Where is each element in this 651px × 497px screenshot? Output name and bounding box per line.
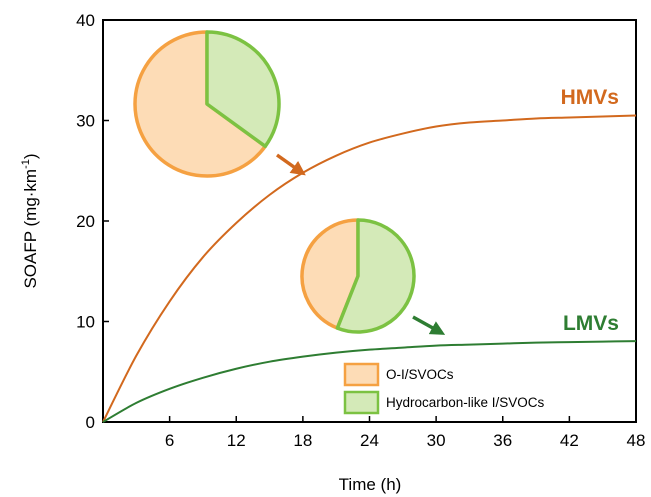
- x-axis: 6 12 18 24 30 36 42 48: [165, 416, 646, 450]
- y-tick-label: 30: [76, 112, 95, 131]
- legend: O-I/SVOCs Hydrocarbon-like I/SVOCs: [343, 362, 545, 415]
- legend-swatch-o-i-svocs: [343, 362, 380, 387]
- pie-slice-o-i-svocs: [133, 30, 267, 178]
- x-tick-label: 42: [560, 431, 579, 450]
- y-tick-label: 40: [76, 11, 95, 30]
- y-tick-label: 0: [86, 413, 95, 432]
- pie-chart-lmvs: [300, 218, 416, 334]
- series-label-hmvs: HMVs: [561, 86, 619, 109]
- x-tick-label: 12: [227, 431, 246, 450]
- legend-label-hydrocarbon-like: Hydrocarbon-like I/SVOCs: [386, 395, 545, 410]
- series-lines: [102, 114, 637, 423]
- arrow-hmvs: [275, 153, 306, 176]
- y-axis-title: SOAFP (mg·km-1): [20, 153, 40, 288]
- series-line-lmvs: [102, 340, 637, 423]
- y-tick-label: 20: [76, 212, 95, 231]
- x-tick-label: 18: [293, 431, 312, 450]
- series-line-hmvs: [102, 114, 637, 423]
- series-label-lmvs: LMVs: [563, 312, 619, 335]
- pie-chart-hmvs: [133, 30, 281, 178]
- x-tick-label: 6: [165, 431, 174, 450]
- pie-slice-o-i-svocs: [300, 218, 360, 330]
- pie-slice-hydrocarbon-like: [205, 30, 281, 149]
- x-tick-label: 24: [360, 431, 379, 450]
- x-tick-label: 30: [427, 431, 446, 450]
- x-tick-label: 48: [627, 431, 646, 450]
- y-axis: 0 10 20 30 40: [76, 11, 109, 432]
- arrow-lmvs: [412, 315, 446, 335]
- y-tick-label: 10: [76, 313, 95, 332]
- legend-swatch-hydrocarbon-like: [343, 390, 380, 415]
- x-tick-label: 36: [493, 431, 512, 450]
- x-axis-title: Time (h): [339, 475, 402, 494]
- legend-label-o-i-svocs: O-I/SVOCs: [386, 367, 454, 382]
- pie-slice-hydrocarbon-like: [335, 218, 416, 334]
